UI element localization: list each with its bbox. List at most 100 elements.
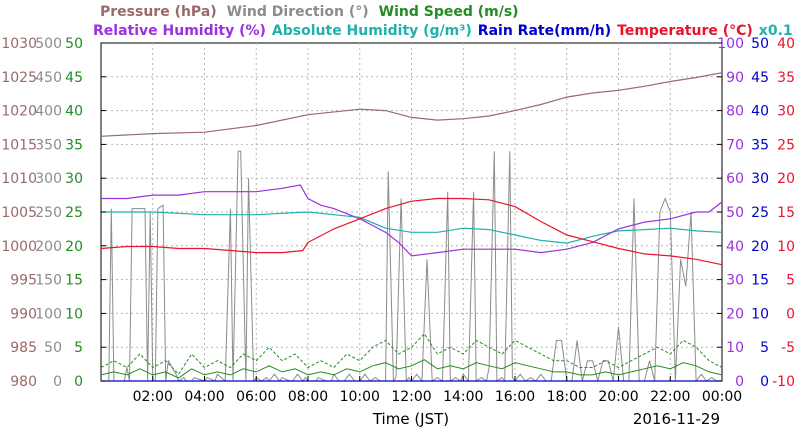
series-wind-speed-m-s-mean: [100, 359, 723, 379]
y-axes: 9809859909951000100510101015102010251030…: [1, 36, 795, 390]
y-tick-wind_direction: 400: [35, 104, 62, 120]
y-tick-temperature: -5: [781, 340, 795, 356]
series-relative-humidity: [101, 184, 723, 257]
y-tick-rain_rate: 10: [751, 306, 769, 322]
x-tick-label: 16:00: [495, 389, 535, 405]
y-tick-pressure: 1010: [1, 171, 37, 187]
y-tick-wind_speed: 5: [74, 340, 83, 356]
y-tick-wind_direction: 300: [35, 171, 62, 187]
series-wind-direction: [101, 150, 722, 383]
y-tick-pressure: 1025: [1, 70, 37, 86]
y-tick-pressure: 1000: [1, 239, 37, 255]
y-tick-temperature: 20: [777, 171, 795, 187]
y-tick-pressure: 1005: [1, 205, 37, 221]
y-tick-rain_rate: 0: [760, 374, 769, 390]
y-tick-rain_rate: 30: [751, 171, 769, 187]
y-tick-temperature: 30: [777, 104, 795, 120]
legend-x0-1: x0.1: [759, 23, 793, 39]
y-tick-pressure: 990: [10, 306, 37, 322]
legend-pressure-hpa: Pressure (hPa): [100, 4, 217, 20]
y-tick-temperature: 5: [786, 273, 795, 289]
header-line-1: Pressure (hPa) Wind Direction (°) Wind Spe…: [100, 4, 519, 20]
y-tick-humidity: 30: [726, 273, 744, 289]
y-tick-wind_speed: 45: [65, 70, 83, 86]
y-tick-humidity: 100: [717, 36, 744, 52]
y-tick-pressure: 1030: [1, 36, 37, 52]
y-tick-temperature: -10: [772, 374, 795, 390]
y-tick-rain_rate: 15: [751, 273, 769, 289]
y-tick-pressure: 995: [10, 273, 37, 289]
y-tick-wind_direction: 350: [35, 137, 62, 153]
header-line-2: Relative Humidity (%) Absolute Humidity (…: [93, 23, 793, 39]
x-tick-label: 04:00: [184, 389, 224, 405]
y-tick-temperature: 35: [777, 70, 795, 86]
y-tick-temperature: 10: [777, 239, 795, 255]
y-tick-humidity: 20: [726, 306, 744, 322]
y-tick-wind_direction: 150: [35, 273, 62, 289]
x-tick-label: 06:00: [236, 389, 276, 405]
x-tick-label: 14:00: [443, 389, 483, 405]
x-tick-label: 00:00: [702, 389, 742, 405]
y-tick-wind_speed: 20: [65, 239, 83, 255]
y-tick-wind_speed: 10: [65, 306, 83, 322]
y-tick-wind_direction: 50: [44, 340, 62, 356]
y-tick-wind_direction: 450: [35, 70, 62, 86]
y-tick-humidity: 50: [726, 205, 744, 221]
date-label: 2016-11-29: [633, 410, 720, 428]
y-tick-wind_direction: 200: [35, 239, 62, 255]
legend-wind-direction: Wind Direction (°): [227, 4, 369, 20]
x-tick-label: 20:00: [598, 389, 638, 405]
y-tick-temperature: 15: [777, 205, 795, 221]
y-tick-rain_rate: 5: [760, 340, 769, 356]
y-tick-rain_rate: 50: [751, 36, 769, 52]
y-tick-humidity: 40: [726, 239, 744, 255]
x-tick-label: 18:00: [547, 389, 587, 405]
series-absolute-humidity-g-m-x0-1: [101, 211, 723, 244]
x-axis-label: Time (JST): [372, 410, 449, 428]
y-tick-wind_direction: 0: [53, 374, 62, 390]
legend-relative-humidity: Relative Humidity (%): [93, 23, 266, 39]
y-tick-wind_speed: 35: [65, 137, 83, 153]
y-tick-temperature: 0: [786, 306, 795, 322]
legend-rain-rate-mm-h: Rain Rate(mm/h): [478, 23, 611, 39]
y-tick-wind_speed: 30: [65, 171, 83, 187]
y-tick-pressure: 1020: [1, 104, 37, 120]
y-tick-pressure: 980: [10, 374, 37, 390]
y-tick-wind_speed: 50: [65, 36, 83, 52]
grid: [101, 43, 722, 381]
y-tick-wind_speed: 15: [65, 273, 83, 289]
y-tick-pressure: 1015: [1, 137, 37, 153]
y-tick-humidity: 10: [726, 340, 744, 356]
y-tick-humidity: 0: [735, 374, 744, 390]
y-tick-humidity: 60: [726, 171, 744, 187]
y-tick-rain_rate: 35: [751, 137, 769, 153]
x-tick-label: 08:00: [288, 389, 328, 405]
legend-absolute-humidity-g-m: Absolute Humidity (g/m³): [272, 23, 472, 39]
y-tick-rain_rate: 40: [751, 104, 769, 120]
x-tick-label: 22:00: [650, 389, 690, 405]
y-tick-wind_speed: 40: [65, 104, 83, 120]
x-tick-label: 12:00: [391, 389, 431, 405]
y-tick-humidity: 90: [726, 70, 744, 86]
y-tick-humidity: 80: [726, 104, 744, 120]
x-tick-label: 10:00: [340, 389, 380, 405]
y-tick-humidity: 70: [726, 137, 744, 153]
series-wind-speed-m-s-gust: [100, 332, 723, 376]
y-tick-rain_rate: 45: [751, 70, 769, 86]
y-tick-wind_direction: 250: [35, 205, 62, 221]
y-tick-wind_direction: 100: [35, 306, 62, 322]
x-tick-label: 02:00: [133, 389, 173, 405]
y-tick-wind_direction: 500: [35, 36, 62, 52]
x-axis: 02:00 04:00 06:00 08:00 10:00 12:00 14:00 16:00…: [133, 376, 742, 405]
series-temperature-c: [100, 197, 723, 266]
legend-wind-speed-m-s: Wind Speed (m/s): [379, 4, 519, 20]
legend-temperature-c: Temperature (°C): [617, 23, 753, 39]
y-tick-temperature: 40: [777, 36, 795, 52]
y-tick-temperature: 25: [777, 137, 795, 153]
y-tick-wind_speed: 25: [65, 205, 83, 221]
y-tick-wind_speed: 0: [74, 374, 83, 390]
series-lines: [100, 72, 723, 383]
y-tick-rain_rate: 25: [751, 205, 769, 221]
y-tick-pressure: 985: [10, 340, 37, 356]
